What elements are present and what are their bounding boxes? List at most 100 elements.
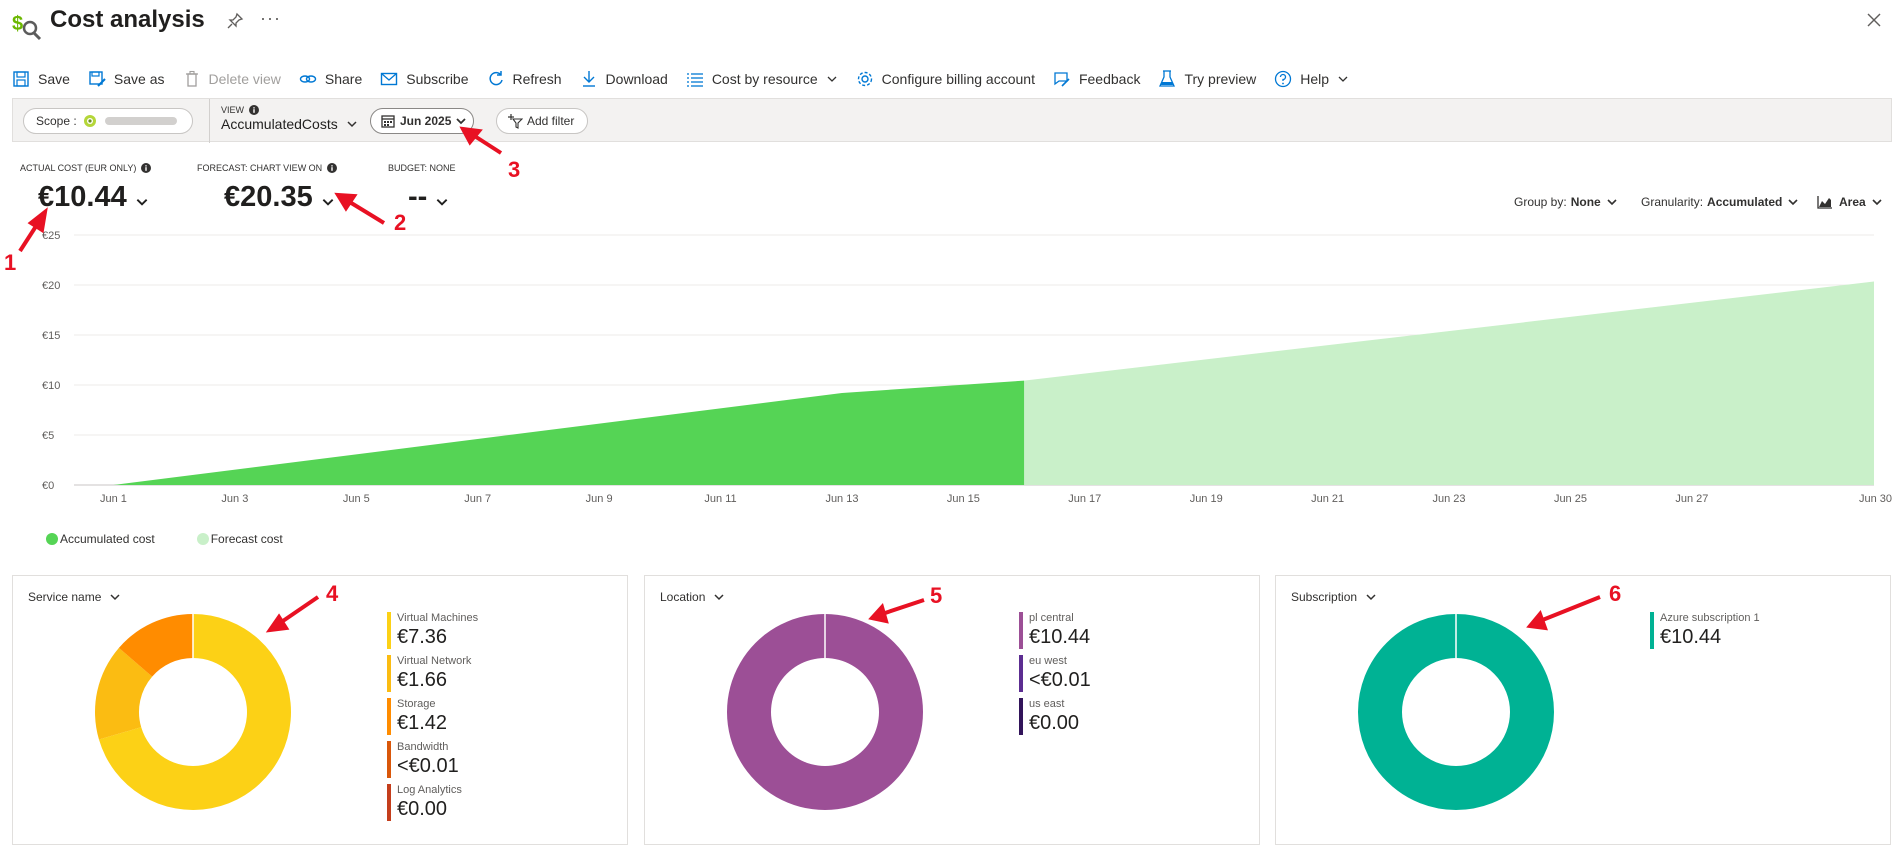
info-icon bbox=[249, 105, 260, 115]
kpi-actual-selector[interactable]: €10.44 bbox=[20, 181, 151, 214]
close-icon[interactable] bbox=[1864, 10, 1884, 30]
info-icon bbox=[141, 163, 152, 173]
flask-icon bbox=[1159, 70, 1176, 87]
chevron-down-icon bbox=[456, 118, 467, 125]
chevron-down-icon bbox=[1872, 199, 1882, 206]
list-item[interactable]: Bandwidth <€0.01 bbox=[387, 741, 478, 784]
chart-type-selector[interactable]: Area bbox=[1817, 195, 1883, 209]
granularity-value: Accumulated bbox=[1707, 195, 1783, 209]
accumulated-cost-area[interactable] bbox=[113, 380, 1025, 485]
donut-slice[interactable] bbox=[98, 614, 291, 810]
kpi-forecast-selector[interactable]: €20.35 bbox=[197, 181, 337, 214]
x-tick-label: Jun 13 bbox=[825, 493, 858, 505]
feedback-button[interactable]: Feedback bbox=[1053, 70, 1140, 88]
feedback-label: Feedback bbox=[1078, 71, 1141, 87]
list-item[interactable]: Azure subscription 1 €10.44 bbox=[1650, 612, 1760, 655]
refresh-button[interactable]: Refresh bbox=[487, 70, 562, 88]
legend-forecast[interactable]: Forecast cost bbox=[196, 532, 283, 546]
list-item-name: Virtual Network bbox=[397, 655, 472, 667]
cost-by-resource-button[interactable]: Cost by resource bbox=[686, 70, 838, 88]
add-filter-button[interactable]: Add filter bbox=[496, 108, 588, 134]
location-selector[interactable]: Location bbox=[660, 590, 725, 604]
date-range-pill[interactable]: Jun 2025 bbox=[370, 108, 474, 134]
kpi-actual-label: ACTUAL COST (EUR ONLY) bbox=[20, 163, 137, 173]
save-icon bbox=[13, 71, 29, 87]
scope-subscription-icon bbox=[83, 115, 96, 127]
list-icon bbox=[686, 73, 703, 87]
list-item[interactable]: pl central €10.44 bbox=[1019, 612, 1091, 655]
chevron-down-icon bbox=[714, 594, 724, 601]
card-title: Service name bbox=[28, 590, 102, 604]
scope-value-redacted bbox=[104, 117, 177, 125]
location-card: Location pl central €10.44 eu west <€0.01 us … bbox=[644, 575, 1260, 845]
forecast-cost-area[interactable] bbox=[1024, 281, 1874, 486]
share-button[interactable]: Share bbox=[299, 70, 362, 88]
save-button[interactable]: Save bbox=[12, 70, 70, 88]
list-item-name: Storage bbox=[397, 698, 436, 710]
more-options-icon[interactable]: ··· bbox=[260, 8, 281, 28]
trash-icon bbox=[185, 70, 198, 87]
scope-pill[interactable]: Scope : bbox=[23, 108, 193, 134]
configure-billing-button[interactable]: Configure billing account bbox=[856, 70, 1035, 88]
save-label: Save bbox=[38, 71, 70, 87]
list-item[interactable]: Virtual Machines €7.36 bbox=[387, 612, 478, 655]
list-item[interactable]: Storage €1.42 bbox=[387, 698, 478, 741]
legend-color-bar bbox=[387, 698, 391, 735]
blade-header: $ Cost analysis ··· bbox=[0, 0, 1899, 46]
delete-view-button[interactable]: Delete view bbox=[183, 70, 281, 88]
annotation-arrowhead-2 bbox=[334, 192, 358, 212]
feedback-icon bbox=[1054, 72, 1070, 87]
service-name-selector[interactable]: Service name bbox=[28, 590, 121, 604]
list-item-value: €1.42 bbox=[397, 712, 448, 734]
x-tick-label: Jun 30 bbox=[1859, 493, 1892, 505]
x-tick-label: Jun 17 bbox=[1068, 493, 1101, 505]
donut-slice[interactable] bbox=[726, 614, 923, 810]
legend-forecast-swatch bbox=[196, 533, 209, 545]
delete-view-label: Delete view bbox=[208, 71, 281, 87]
list-item[interactable]: Log Analytics €0.00 bbox=[387, 784, 478, 827]
annotation-label-1: 1 bbox=[4, 250, 17, 275]
subscription-selector[interactable]: Subscription bbox=[1291, 590, 1377, 604]
filter-bar: Scope : VIEW AccumulatedCosts Jun 2025 A… bbox=[12, 98, 1892, 143]
group-by-selector[interactable]: Group by: None bbox=[1514, 195, 1618, 209]
list-item[interactable]: eu west <€0.01 bbox=[1019, 655, 1091, 698]
group-by-label: Group by: bbox=[1514, 195, 1567, 209]
legend-accumulated[interactable]: Accumulated cost bbox=[46, 532, 155, 546]
try-preview-button[interactable]: Try preview bbox=[1158, 70, 1256, 88]
help-button[interactable]: Help bbox=[1274, 70, 1349, 88]
card-title: Subscription bbox=[1291, 590, 1358, 604]
kpi-forecast-value: €20.35 bbox=[224, 181, 313, 213]
list-item[interactable]: us east €0.00 bbox=[1019, 698, 1091, 741]
list-item[interactable]: Virtual Network €1.66 bbox=[387, 655, 478, 698]
service-name-list: Virtual Machines €7.36 Virtual Network €1.6… bbox=[387, 612, 478, 827]
granularity-selector[interactable]: Granularity: Accumulated bbox=[1641, 195, 1799, 209]
legend-color-bar bbox=[387, 784, 391, 821]
legend-color-bar bbox=[387, 741, 391, 778]
chevron-down-icon bbox=[136, 198, 148, 206]
granularity-label: Granularity: bbox=[1641, 195, 1704, 209]
page-title: Cost analysis bbox=[50, 6, 205, 33]
donut-slice[interactable] bbox=[118, 614, 193, 677]
subscribe-button[interactable]: Subscribe bbox=[380, 70, 469, 88]
donut-slice[interactable] bbox=[95, 647, 153, 740]
view-label: VIEW bbox=[221, 105, 245, 115]
chevron-down-icon bbox=[1607, 199, 1617, 206]
save-as-button[interactable]: Save as bbox=[88, 70, 165, 88]
subscription-list: Azure subscription 1 €10.44 bbox=[1650, 612, 1760, 655]
view-selector[interactable]: AccumulatedCosts bbox=[221, 116, 358, 132]
add-filter-icon bbox=[508, 114, 523, 129]
kpi-forecast-label: FORECAST: CHART VIEW ON bbox=[197, 163, 323, 173]
x-tick-label: Jun 25 bbox=[1554, 493, 1587, 505]
donut-slice[interactable] bbox=[1358, 614, 1554, 810]
list-item-value: €0.00 bbox=[1029, 712, 1080, 734]
pin-icon[interactable] bbox=[226, 12, 244, 30]
kpi-budget-selector[interactable]: -- bbox=[388, 181, 456, 214]
kpi-actual-cost: ACTUAL COST (EUR ONLY) €10.44 bbox=[20, 163, 152, 214]
download-button[interactable]: Download bbox=[580, 70, 668, 88]
list-item-value: €0.00 bbox=[397, 798, 448, 820]
chevron-down-icon bbox=[110, 594, 120, 601]
legend-color-bar bbox=[1019, 612, 1023, 649]
kpi-budget-label: BUDGET: NONE bbox=[388, 163, 456, 173]
command-bar: Save Save as Delete view Share Subscribe Refr… bbox=[12, 66, 1367, 92]
subscribe-label: Subscribe bbox=[406, 71, 469, 87]
